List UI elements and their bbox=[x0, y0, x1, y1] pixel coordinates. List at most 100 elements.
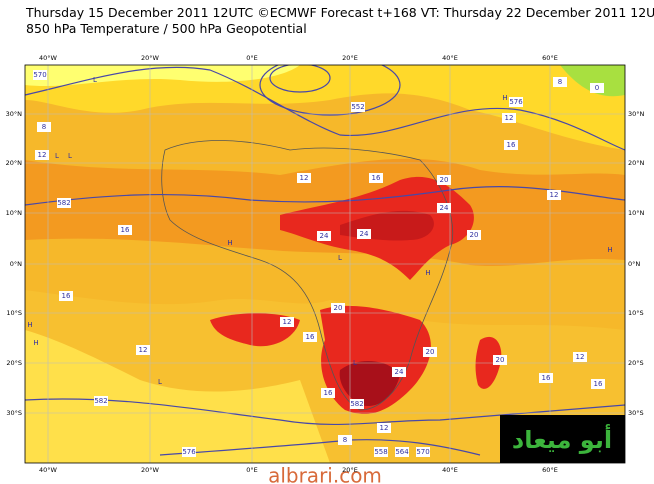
contour-label-bg bbox=[33, 70, 47, 80]
contour-label: 20 bbox=[426, 348, 435, 356]
contour-label-bg bbox=[392, 367, 406, 377]
contour-label-bg bbox=[303, 332, 317, 342]
contour-label: 564 bbox=[395, 448, 409, 456]
lon-label: 20°W bbox=[141, 466, 160, 474]
contour-label: 12 bbox=[139, 346, 148, 354]
contour-label-bg bbox=[351, 102, 365, 112]
lat-label: 0°N bbox=[10, 260, 22, 268]
contour-label: 576 bbox=[182, 448, 196, 456]
contour-label-bg bbox=[493, 355, 507, 365]
contour-label-bg bbox=[502, 113, 516, 123]
contour-label: 12 bbox=[505, 114, 514, 122]
contour-label-bg bbox=[37, 122, 51, 132]
lon-label: 60°E bbox=[542, 54, 558, 62]
contour-label-bg bbox=[297, 173, 311, 183]
contour-label: 582 bbox=[350, 400, 363, 408]
contour-label-bg bbox=[118, 225, 132, 235]
contour-label: 8 bbox=[343, 436, 347, 444]
pressure-mark: L bbox=[55, 152, 59, 160]
pressure-mark: H bbox=[425, 269, 430, 277]
contour-label: 16 bbox=[324, 389, 333, 397]
contour-label-bg bbox=[437, 175, 451, 185]
contour-label: 12 bbox=[576, 353, 585, 361]
contour-label: 558 bbox=[374, 448, 387, 456]
lon-label: 40°E bbox=[442, 54, 458, 62]
lat-label: 20°N bbox=[628, 159, 645, 167]
pressure-mark: L bbox=[338, 254, 342, 262]
contour-label: 24 bbox=[395, 368, 404, 376]
lon-label: 20°W bbox=[141, 54, 160, 62]
contour-label-bg bbox=[395, 447, 409, 457]
contour-label: 20 bbox=[470, 231, 479, 239]
contour-label-bg bbox=[374, 447, 388, 457]
contour-label: 24 bbox=[320, 232, 329, 240]
contour-label: 12 bbox=[300, 174, 309, 182]
lon-label: 40°W bbox=[39, 466, 58, 474]
contour-label-bg bbox=[57, 198, 71, 208]
contour-label: 582 bbox=[94, 397, 107, 405]
contour-label-bg bbox=[280, 317, 294, 327]
contour-label-bg bbox=[437, 203, 451, 213]
lat-label: 10°N bbox=[6, 209, 23, 217]
lat-label: 20°N bbox=[6, 159, 23, 167]
contour-label: 570 bbox=[416, 448, 429, 456]
lon-label: 20°E bbox=[342, 466, 358, 474]
contour-label: 20 bbox=[440, 176, 449, 184]
contour-label-bg bbox=[553, 77, 567, 87]
contour-label: 16 bbox=[306, 333, 315, 341]
lat-label: 0°N bbox=[628, 260, 640, 268]
lon-label: 0°E bbox=[246, 54, 258, 62]
contour-label-bg bbox=[369, 173, 383, 183]
contour-label-bg bbox=[136, 345, 150, 355]
lon-label: 40°W bbox=[39, 54, 58, 62]
lat-label: 30°N bbox=[6, 110, 23, 118]
contour-label-bg bbox=[35, 150, 49, 160]
lon-label: 20°E bbox=[342, 54, 358, 62]
contour-label: 20 bbox=[496, 356, 505, 364]
contour-label-bg bbox=[509, 97, 523, 107]
contour-label-bg bbox=[504, 140, 518, 150]
contour-label-bg bbox=[321, 388, 335, 398]
contour-label-bg bbox=[338, 435, 352, 445]
contour-label: 12 bbox=[380, 424, 389, 432]
contour-label: 582 bbox=[57, 199, 70, 207]
lat-label: 10°S bbox=[6, 309, 22, 317]
contour-label-bg bbox=[423, 347, 437, 357]
contour-label-bg bbox=[357, 229, 371, 239]
pressure-mark: H bbox=[27, 321, 32, 329]
contour-label: 16 bbox=[542, 374, 551, 382]
lat-label: 30°N bbox=[628, 110, 645, 118]
logo-box bbox=[500, 415, 625, 463]
contour-label: 16 bbox=[62, 292, 71, 300]
logo: أبو ميعاد bbox=[512, 424, 612, 454]
contour-label: 12 bbox=[283, 318, 292, 326]
watermark: albrari.com bbox=[268, 464, 382, 484]
contour-label-bg bbox=[59, 291, 73, 301]
contour-label: 8 bbox=[558, 78, 562, 86]
subtitle: 850 hPa Temperature / 500 hPa Geopotenti… bbox=[26, 21, 307, 36]
lon-label: 60°E bbox=[542, 466, 558, 474]
contour-label-bg bbox=[350, 399, 364, 409]
map-frame bbox=[24, 64, 626, 464]
contour-label: 16 bbox=[507, 141, 516, 149]
lon-label: 0°E bbox=[246, 466, 258, 474]
title: Thursday 15 December 2011 12UTC ©ECMWF F… bbox=[25, 5, 654, 20]
lat-label: 10°N bbox=[628, 209, 645, 217]
contour-label-bg bbox=[416, 447, 430, 457]
contour-label: 0 bbox=[595, 84, 599, 92]
contour-label: 24 bbox=[440, 204, 449, 212]
contour-label: 12 bbox=[550, 191, 559, 199]
contour-label: 16 bbox=[594, 380, 603, 388]
contour-label-bg bbox=[591, 379, 605, 389]
contour-label-bg bbox=[573, 352, 587, 362]
lat-label: 20°S bbox=[628, 359, 644, 367]
contour-label: 12 bbox=[38, 151, 47, 159]
lat-label: 10°S bbox=[628, 309, 644, 317]
contour-label-bg bbox=[317, 231, 331, 241]
contour-label-bg bbox=[539, 373, 553, 383]
contour-label: 570 bbox=[33, 71, 46, 79]
pressure-mark: L bbox=[68, 152, 72, 160]
pressure-mark: H bbox=[607, 246, 612, 254]
pressure-mark: H bbox=[502, 94, 507, 102]
